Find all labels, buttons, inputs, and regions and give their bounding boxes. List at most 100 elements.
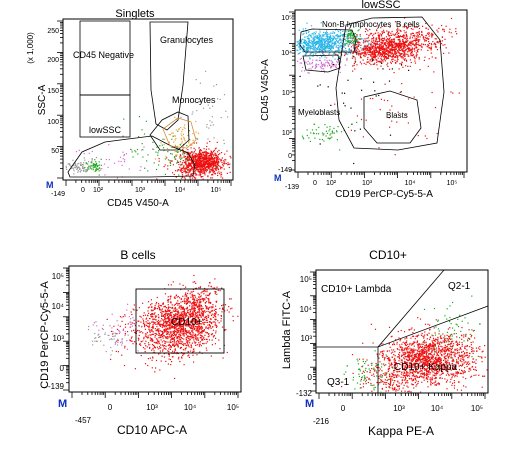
event-dot bbox=[364, 38, 366, 40]
event-dot bbox=[411, 37, 414, 39]
event-dot bbox=[83, 162, 85, 164]
event-dot bbox=[229, 308, 232, 310]
event-dot bbox=[406, 38, 409, 40]
event-dot bbox=[76, 164, 78, 166]
event-dot bbox=[311, 61, 313, 64]
event-dot bbox=[412, 35, 415, 37]
event-dot bbox=[334, 37, 336, 40]
event-dot bbox=[328, 53, 330, 55]
event-dot bbox=[359, 34, 361, 36]
event-dot bbox=[86, 169, 88, 172]
event-dot bbox=[315, 31, 317, 33]
y-tick-labels: 250 200 150 100 50 bbox=[47, 28, 59, 155]
event-dot bbox=[411, 32, 414, 34]
event-dot bbox=[373, 42, 375, 44]
event-dot bbox=[179, 316, 181, 318]
event-dot bbox=[152, 324, 154, 326]
event-dot bbox=[189, 170, 191, 172]
event-dot bbox=[131, 322, 134, 324]
event-dot bbox=[388, 48, 391, 50]
event-dot bbox=[212, 157, 214, 159]
event-dot bbox=[188, 163, 190, 165]
event-dot bbox=[207, 316, 209, 318]
event-dot bbox=[211, 313, 213, 315]
event-dot bbox=[199, 153, 201, 155]
event-dot bbox=[352, 52, 354, 55]
event-dot bbox=[212, 167, 214, 169]
event-dot bbox=[308, 44, 310, 46]
event-dot bbox=[176, 344, 178, 346]
event-dot bbox=[342, 45, 344, 47]
event-dot bbox=[391, 46, 393, 48]
event-dot bbox=[213, 85, 215, 87]
event-dot bbox=[392, 58, 394, 60]
event-dot bbox=[319, 138, 321, 140]
event-dot bbox=[95, 170, 97, 172]
event-dot bbox=[213, 159, 215, 161]
event-dot bbox=[324, 56, 326, 58]
event-dot bbox=[418, 45, 420, 47]
event-dot bbox=[305, 42, 307, 44]
event-dot bbox=[452, 92, 454, 94]
event-dot bbox=[403, 53, 405, 55]
event-dot bbox=[412, 43, 414, 45]
event-dot bbox=[315, 50, 317, 52]
event-dot bbox=[378, 47, 380, 49]
event-dot bbox=[215, 156, 217, 158]
event-dot bbox=[178, 312, 180, 314]
event-dot bbox=[96, 162, 98, 164]
event-dot bbox=[391, 59, 393, 61]
event-dot bbox=[210, 153, 212, 155]
event-dot bbox=[192, 333, 194, 335]
event-dot bbox=[401, 56, 403, 58]
event-dot bbox=[94, 164, 96, 166]
event-dot bbox=[434, 107, 437, 109]
event-dot bbox=[354, 61, 357, 63]
event-dot bbox=[375, 39, 378, 41]
event-dot bbox=[144, 167, 146, 169]
event-dot bbox=[376, 50, 378, 52]
event-dot bbox=[178, 340, 180, 342]
event-dot bbox=[122, 151, 124, 153]
event-dot bbox=[400, 63, 402, 65]
event-dot bbox=[231, 307, 233, 309]
event-dot bbox=[175, 158, 177, 160]
event-dot bbox=[387, 100, 389, 102]
event-dot bbox=[404, 44, 406, 46]
event-dot bbox=[332, 56, 334, 58]
event-dot bbox=[405, 45, 407, 47]
event-dot bbox=[321, 64, 323, 66]
event-dot bbox=[353, 162, 355, 165]
event-dot bbox=[144, 348, 146, 350]
event-dot bbox=[227, 116, 229, 118]
event-dot bbox=[91, 162, 93, 164]
event-dot bbox=[414, 44, 416, 46]
event-dot bbox=[202, 339, 204, 341]
event-dot bbox=[103, 163, 106, 165]
event-dot bbox=[315, 43, 317, 45]
event-dot bbox=[197, 317, 199, 319]
y-tick-label: 10³ bbox=[52, 334, 64, 343]
event-dot bbox=[220, 159, 222, 161]
event-dot bbox=[317, 46, 320, 48]
event-dot bbox=[329, 52, 331, 54]
event-dot bbox=[208, 166, 210, 168]
event-dot bbox=[204, 334, 206, 336]
event-dot bbox=[360, 57, 362, 59]
event-dot bbox=[193, 164, 195, 166]
event-dot bbox=[205, 347, 207, 349]
event-dot bbox=[193, 300, 195, 302]
event-dot bbox=[299, 47, 301, 50]
event-dot bbox=[182, 149, 184, 151]
x-tick-label: 10⁴ bbox=[405, 180, 416, 187]
event-dot bbox=[219, 173, 221, 175]
event-dot bbox=[331, 62, 333, 64]
event-dot bbox=[152, 356, 154, 358]
event-dot bbox=[391, 52, 393, 54]
event-dot bbox=[213, 170, 216, 172]
event-dot bbox=[206, 123, 208, 126]
event-dot bbox=[198, 101, 201, 103]
event-dot bbox=[192, 168, 194, 170]
event-dot bbox=[346, 35, 348, 37]
event-dot bbox=[380, 57, 382, 60]
